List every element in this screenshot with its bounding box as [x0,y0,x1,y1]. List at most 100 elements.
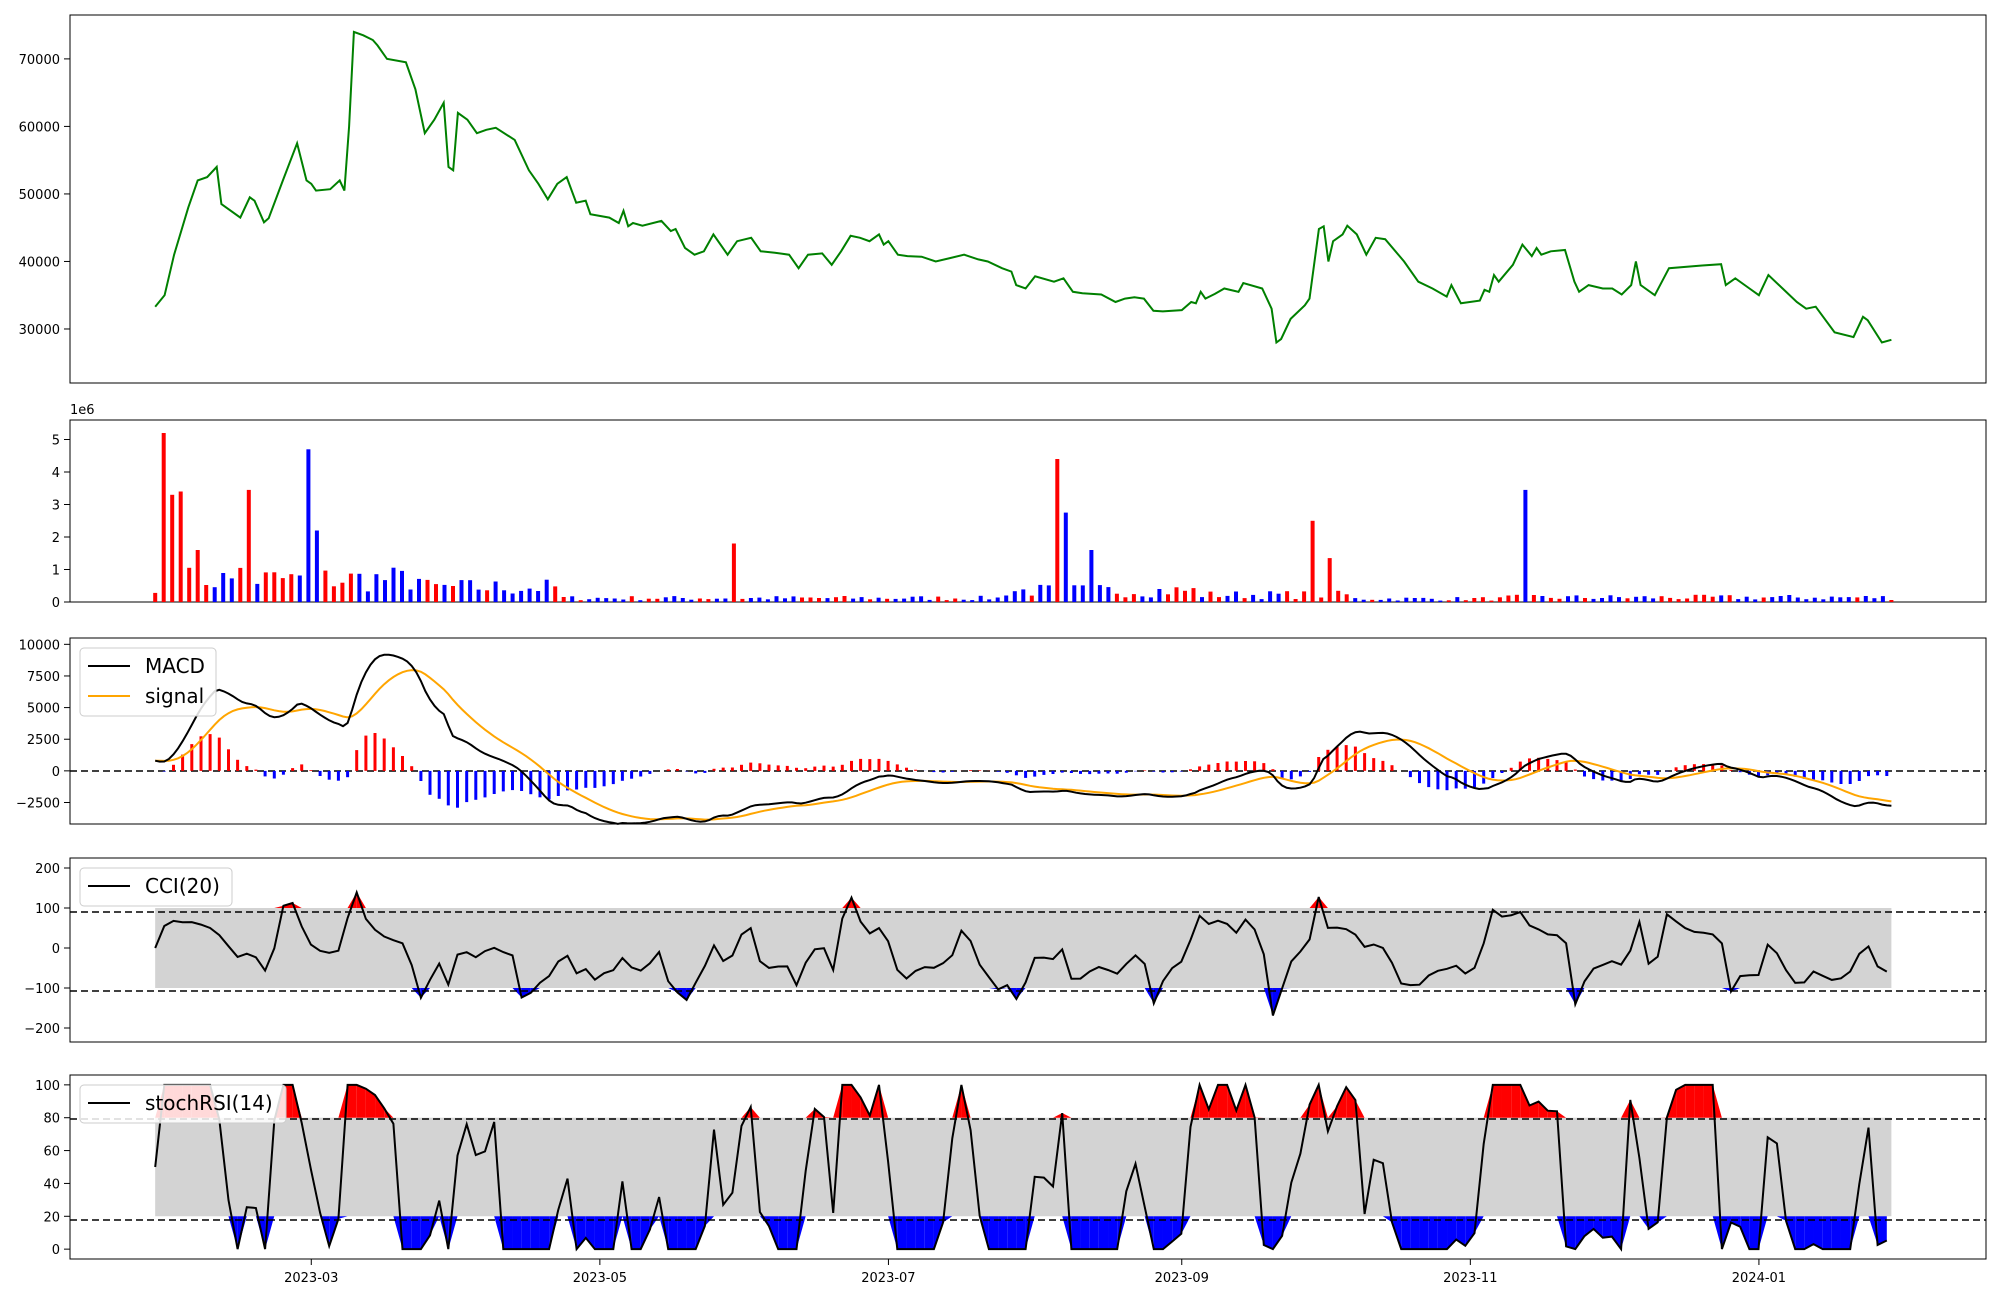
macd-hist-bar [749,762,753,771]
cci-legend: CCI(20) [79,867,233,907]
rsi-oversold-fill [237,1216,247,1250]
macd-hist-bar [1308,770,1312,772]
macd-line [155,653,1892,825]
rsi-oversold-fill [594,1216,605,1250]
volume-bar [697,598,702,602]
volume-panel: 1e6 0 1 2 3 4 5 [52,403,1987,611]
macd-hist-bar [1546,758,1550,771]
rsi-oversold-fill [897,1216,907,1250]
macd-hist-bar [648,770,652,774]
price-frame [69,14,1987,384]
rsi-overbought-fill [805,1109,815,1118]
volume-bar [425,579,430,602]
volume-bar [1531,595,1536,602]
signal-legend-label: signal [145,684,204,708]
volume-bar [1846,597,1851,602]
volume-bar [365,591,370,602]
rsi-yticks: 0 20 40 60 80 100 [35,1079,70,1258]
macd-hist-bar [740,764,743,771]
volume-bar [834,597,838,602]
price-ytick-label: 40000 [19,255,60,270]
volume-bar [978,595,983,602]
volume-bar [1863,596,1868,602]
volume-ytick-label: 5 [52,434,60,449]
rsi-oversold-fill [1080,1216,1090,1250]
rsi-oversold-fill [1428,1216,1438,1250]
rsi-overbought-fill [823,1116,834,1118]
rsi-ytick-label: 0 [52,1243,60,1258]
cci-band [155,908,1892,988]
macd-hist-bar [804,768,808,771]
macd-hist-bar [1262,763,1266,771]
volume-bar [502,590,507,602]
macd-hist-bar [318,770,322,776]
volume-bar [297,575,302,602]
volume-bar [1761,597,1766,602]
volume-bar [1029,595,1034,602]
macd-hist-bar [208,734,212,771]
rsi-ytick-label: 40 [43,1177,60,1192]
volume-bar [859,597,864,602]
macd-hist-bar [566,770,569,791]
macd-hist-bar [1876,770,1880,776]
rsi-oversold-fill [686,1216,696,1250]
volume-bar [1736,599,1741,602]
volume-offset-label: 1e6 [70,403,95,418]
macd-hist-bar [538,770,542,798]
volume-bar [1446,600,1451,602]
rsi-overbought-fill [1492,1084,1502,1118]
price-ytick-label: 70000 [19,53,60,68]
rsi-oversold-fill [576,1216,586,1250]
rsi-legend-box [79,1084,287,1124]
price-ytick-label: 60000 [19,120,60,135]
rsi-overbought-fill [1501,1084,1512,1118]
macd-hist-bar [703,770,707,773]
volume-bar [1753,599,1758,602]
volume-bar [1429,598,1434,602]
macd-hist-bar [1344,745,1348,771]
rsi-oversold-fill [1144,1216,1154,1250]
macd-hist-bar [346,770,350,778]
rsi-legend: stochRSI(14) [79,1084,287,1124]
volume-bar [1157,589,1162,602]
macd-hist-bar [1674,767,1678,771]
macd-hist-bar [391,747,395,771]
rsi-oversold-fill [521,1216,531,1250]
cci-oversold-fill [988,988,999,990]
volume-bar [272,572,277,602]
volume-bar [1651,598,1656,602]
rsi-oversold-fill [1108,1216,1118,1250]
macd-hist-bar [1436,770,1440,790]
macd-ytick-label: 7500 [27,670,60,685]
x-tick-label: 2023-07 [861,1271,915,1286]
volume-bar [1174,587,1179,602]
macd-hist-bar [611,770,615,785]
macd-hist-bar [1372,758,1376,771]
volume-bar [510,593,515,602]
volume-bar [1166,594,1170,602]
macd-hist-bar [831,766,835,771]
rsi-overbought-fill [1538,1101,1548,1118]
volume-bar [706,599,711,602]
macd-hist-bar [950,770,954,772]
rsi-overbought-fill [1511,1084,1521,1118]
cci-ytick-label: 0 [52,942,60,957]
volume-bar [1208,591,1213,602]
volume-bar [417,578,421,602]
volume-bar [1387,598,1392,602]
volume-bar [1659,596,1664,602]
volume-bar [1217,597,1221,602]
volume-bar [1200,597,1204,602]
cci-overbought-fill [842,897,852,908]
volume-bar [791,596,796,602]
volume-bar [323,570,328,602]
volume-bar [1353,598,1358,602]
volume-bar [868,599,873,602]
rsi-oversold-fill [1795,1216,1805,1250]
rsi-overbought-fill [1483,1084,1493,1118]
rsi-oversold-fill [604,1216,614,1250]
cci-yticks: −200 −100 0 100 200 [24,862,70,1037]
macd-ytick-label: 10000 [19,638,60,653]
macd-hist-bar [978,770,982,771]
volume-bar [663,597,668,602]
